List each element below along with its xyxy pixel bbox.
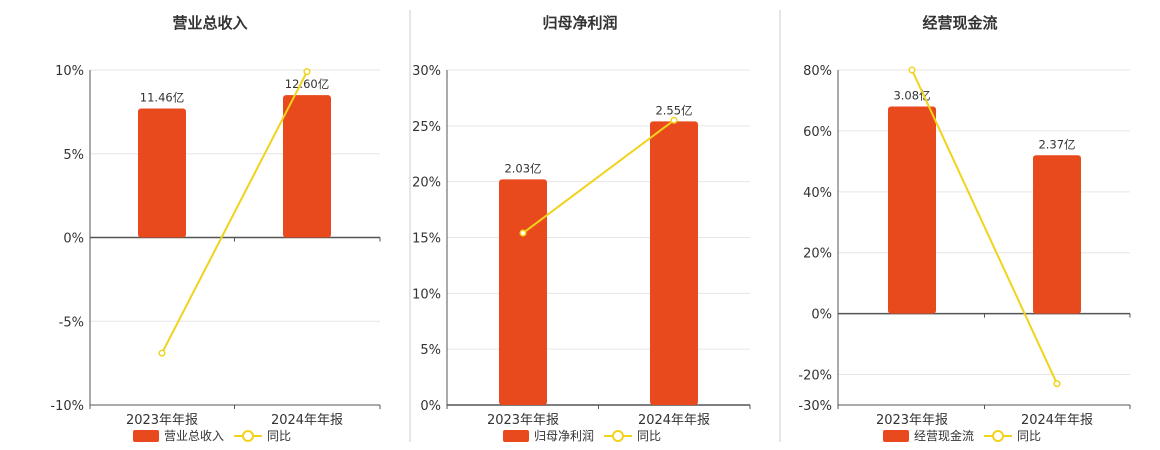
chart-title: 归母净利润 bbox=[542, 14, 617, 32]
yoy-line bbox=[911, 69, 1058, 385]
bar-data-label: 2.03亿 bbox=[504, 161, 541, 175]
y-tick-label: -30% bbox=[798, 399, 832, 414]
legend-bar-swatch bbox=[133, 430, 159, 442]
y-tick-label: 0% bbox=[63, 232, 84, 247]
bar bbox=[499, 179, 547, 405]
legend-line-marker bbox=[992, 430, 1004, 442]
legend-bar-label: 经营现金流 bbox=[914, 428, 974, 443]
x-category-label: 2024年年报 bbox=[638, 413, 710, 428]
x-category-label: 2024年年报 bbox=[1021, 413, 1093, 428]
legend-bar-swatch bbox=[503, 430, 529, 442]
legend-line-label: 同比 bbox=[267, 429, 291, 443]
yoy-point bbox=[670, 116, 678, 124]
yoy-point bbox=[158, 349, 166, 357]
y-tick-label: -20% bbox=[798, 369, 832, 384]
y-tick-label: 80% bbox=[803, 64, 832, 79]
bar bbox=[888, 106, 936, 314]
y-tick-label: 20% bbox=[803, 247, 832, 262]
legend-bar-label: 营业总收入 bbox=[164, 429, 224, 443]
y-tick-label: 0% bbox=[420, 399, 441, 414]
x-category-label: 2023年年报 bbox=[876, 413, 948, 428]
y-tick-label: 0% bbox=[811, 308, 832, 323]
legend-line-label: 同比 bbox=[1017, 429, 1041, 443]
legend-bar-label: 归母净利润 bbox=[534, 429, 594, 443]
yoy-point bbox=[519, 229, 527, 237]
y-tick-label: 5% bbox=[420, 343, 441, 358]
y-tick-label: -5% bbox=[59, 315, 84, 330]
y-tick-label: 60% bbox=[803, 125, 832, 140]
bar bbox=[283, 95, 331, 238]
bar-data-label: 12.60亿 bbox=[285, 77, 329, 91]
bar-data-label: 2.55亿 bbox=[655, 103, 692, 117]
y-tick-label: 25% bbox=[412, 120, 441, 135]
y-tick-label: 10% bbox=[55, 64, 84, 79]
y-tick-label: 15% bbox=[412, 232, 441, 247]
yoy-line bbox=[522, 119, 675, 234]
y-tick-label: 5% bbox=[63, 148, 84, 163]
x-category-label: 2023年年报 bbox=[126, 413, 198, 428]
legend-line-marker bbox=[612, 430, 624, 442]
y-tick-label: 30% bbox=[412, 64, 441, 79]
chart-title: 经营现金流 bbox=[922, 14, 997, 32]
x-category-label: 2023年年报 bbox=[487, 413, 559, 428]
y-tick-label: -10% bbox=[50, 399, 84, 414]
y-tick-label: 20% bbox=[412, 176, 441, 191]
bar-data-label: 2.37亿 bbox=[1038, 137, 1075, 151]
yoy-point bbox=[908, 66, 916, 74]
y-tick-label: 10% bbox=[412, 287, 441, 302]
legend-line-label: 同比 bbox=[637, 429, 661, 443]
bar-data-label: 11.46亿 bbox=[140, 91, 184, 105]
bar bbox=[138, 108, 186, 238]
yoy-line bbox=[161, 71, 308, 354]
y-tick-label: 40% bbox=[803, 186, 832, 201]
yoy-point bbox=[1053, 380, 1061, 388]
bar bbox=[1033, 155, 1081, 314]
yoy-point bbox=[303, 68, 311, 76]
legend-bar-swatch bbox=[883, 430, 909, 442]
bar bbox=[650, 121, 698, 405]
legend-line-marker bbox=[242, 430, 254, 442]
x-category-label: 2024年年报 bbox=[271, 413, 343, 428]
chart-title: 营业总收入 bbox=[172, 14, 247, 32]
